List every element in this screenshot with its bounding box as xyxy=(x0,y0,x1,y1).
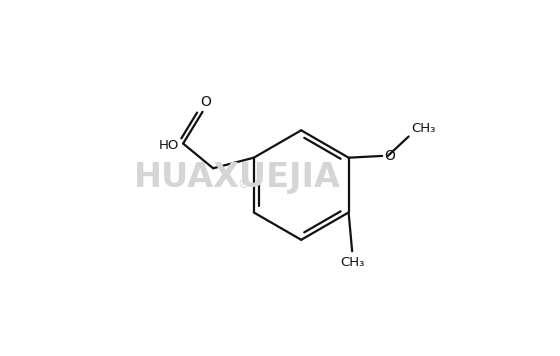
Text: CH₃: CH₃ xyxy=(340,256,365,268)
Text: O: O xyxy=(384,149,395,163)
Text: O: O xyxy=(200,95,211,109)
Text: CH₃: CH₃ xyxy=(412,122,436,135)
Text: ®: ® xyxy=(237,178,250,191)
Text: HO: HO xyxy=(158,139,179,152)
Text: HUAXUEJIA: HUAXUEJIA xyxy=(134,162,341,194)
